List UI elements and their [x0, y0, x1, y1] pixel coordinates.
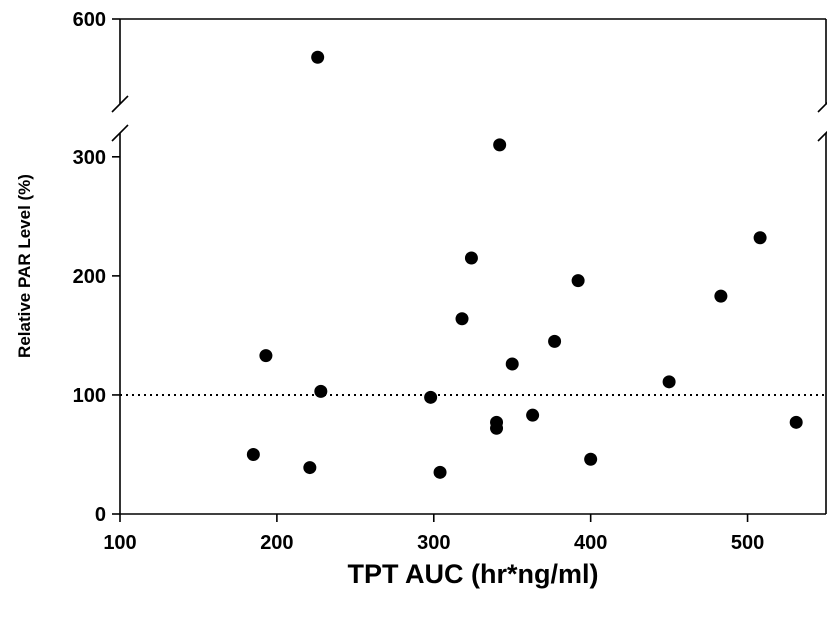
data-point — [584, 452, 598, 466]
x-tick-label: 400 — [574, 532, 607, 554]
axes — [111, 18, 827, 515]
data-point — [662, 375, 676, 389]
axis-break-mark-left-upper — [111, 95, 129, 113]
axis-break-mark-left-lower — [111, 124, 129, 142]
axis-break-mark-right-lower — [817, 130, 827, 142]
data-point — [303, 461, 317, 475]
data-point — [493, 138, 507, 152]
data-point — [433, 465, 447, 479]
data-point — [314, 384, 328, 398]
x-tick-label: 200 — [260, 532, 293, 554]
data-point — [246, 447, 260, 461]
y-tick-label: 0 — [95, 504, 106, 526]
x-axis-title: TPT AUC (hr*ng/ml) — [348, 559, 599, 589]
data-point — [714, 289, 728, 303]
data-point — [259, 349, 273, 363]
ticks-layer: 0 100 200 300 600 100 200 300 400 500 — [73, 9, 765, 554]
points-layer — [246, 50, 803, 479]
data-point — [526, 408, 540, 422]
y-tick-label: 200 — [73, 266, 106, 288]
y-tick-label: 600 — [73, 9, 106, 31]
data-point — [753, 231, 767, 245]
data-point — [424, 390, 438, 404]
y-axis-title: Relative PAR Level (%) — [15, 174, 34, 358]
data-point — [548, 334, 562, 348]
y-tick-label: 300 — [73, 147, 106, 169]
y-tick-label: 100 — [73, 385, 106, 407]
x-tick-label: 100 — [103, 532, 136, 554]
data-point — [311, 50, 325, 64]
x-tick-label: 300 — [417, 532, 450, 554]
data-point — [505, 357, 519, 371]
data-point — [789, 415, 803, 429]
data-point — [455, 312, 469, 326]
axis-break-mark-right-upper — [817, 101, 827, 113]
data-point — [464, 251, 478, 265]
data-point — [490, 421, 504, 435]
x-tick-label: 500 — [731, 532, 764, 554]
data-point — [571, 274, 585, 288]
